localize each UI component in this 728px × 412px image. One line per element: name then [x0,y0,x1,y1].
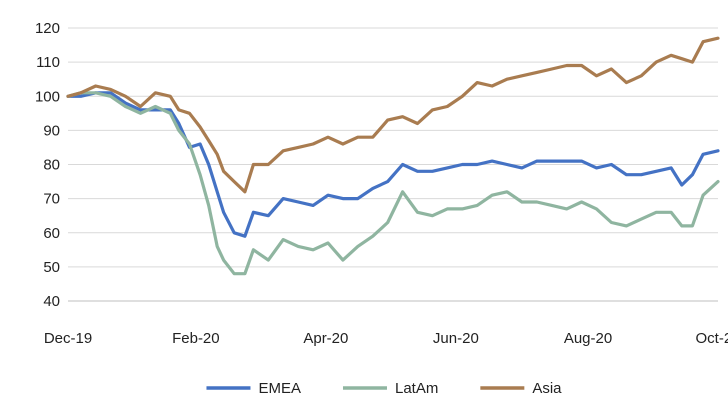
x-tick-label: Jun-20 [433,330,479,347]
legend: EMEA LatAm Asia [206,380,562,397]
y-tick-label: 90 [43,122,60,139]
y-tick-label: 70 [43,191,60,208]
legend-label-emea: EMEA [258,380,301,397]
y-tick-label: 120 [35,20,60,37]
y-axis-tick-labels: 40 50 60 70 80 90 100 110 120 [35,20,60,310]
x-tick-label: Dec-19 [44,330,92,347]
x-tick-label: Aug-20 [564,330,612,347]
x-axis-tick-labels: Dec-19 Feb-20 Apr-20 Jun-20 Aug-20 Oct-20 [44,330,728,347]
y-tick-label: 50 [43,259,60,276]
y-tick-label: 60 [43,225,60,242]
y-tick-label: 110 [36,54,60,71]
y-tick-label: 100 [35,88,60,105]
y-tick-label: 40 [43,293,60,310]
series-line-latam [66,91,720,276]
x-tick-label: Apr-20 [303,330,348,347]
series-line-asia [66,36,720,194]
legend-label-asia: Asia [532,380,562,397]
x-tick-label: Feb-20 [172,330,220,347]
series-lines [66,36,720,276]
series-line-emea [66,91,720,238]
gridlines [68,27,718,268]
x-tick-label: Oct-20 [695,330,728,347]
y-tick-label: 80 [43,157,60,174]
legend-label-latam: LatAm [395,380,438,397]
